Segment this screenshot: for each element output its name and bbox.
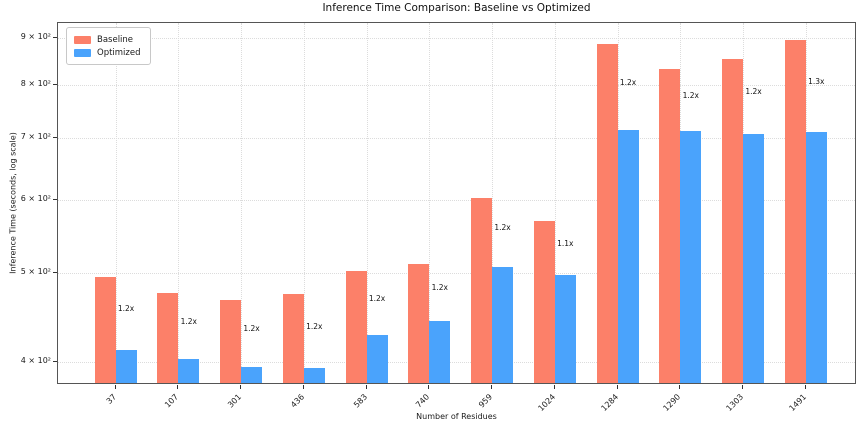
legend-label-optimized: Optimized: [97, 47, 141, 58]
gridline-vertical: [554, 23, 556, 383]
y-tick-mark: [53, 137, 57, 139]
y-tick-mark: [53, 83, 57, 85]
bar-baseline-1303: [722, 58, 743, 383]
speedup-label: 1.1x: [557, 239, 574, 249]
bar-baseline-37: [94, 277, 116, 383]
speedup-label: 1.2x: [180, 317, 197, 327]
gridline-vertical: [366, 23, 368, 383]
y-tick-label: 5 × 10²: [20, 267, 51, 277]
gridline-vertical: [492, 23, 493, 383]
speedup-label: 1.2x: [117, 304, 135, 314]
bar-optimized-436: [303, 368, 325, 383]
speedup-label: 1.2x: [306, 322, 323, 332]
legend-item-optimized: Optimized: [74, 46, 141, 59]
x-tick-mark: [428, 385, 430, 389]
bar-baseline-740: [408, 263, 430, 383]
bar-optimized-107: [178, 359, 200, 383]
bar-baseline-583: [345, 270, 367, 383]
legend-item-baseline: Baseline: [74, 33, 141, 46]
baseline-swatch-icon: [74, 35, 91, 44]
bar-optimized-301: [241, 367, 262, 383]
legend-label-baseline: Baseline: [97, 34, 134, 45]
bar-optimized-1290: [680, 131, 702, 383]
x-axis-label: Number of Residues: [416, 412, 497, 421]
x-tick-mark: [302, 385, 304, 389]
gridline-vertical: [178, 23, 180, 383]
y-tick-mark: [53, 361, 57, 363]
bar-baseline-436: [282, 294, 304, 383]
gridline-horizontal: [58, 200, 855, 202]
legend: Baseline Optimized: [66, 27, 151, 65]
bar-optimized-37: [115, 349, 137, 383]
speedup-label: 1.3x: [808, 77, 825, 87]
x-tick-mark: [804, 385, 806, 389]
bar-baseline-1491: [784, 40, 806, 383]
bar-optimized-1284: [617, 129, 639, 383]
speedup-label: 1.2x: [243, 324, 260, 334]
bar-baseline-959: [471, 198, 492, 383]
gridline-vertical: [241, 23, 242, 383]
x-tick-mark: [177, 385, 179, 389]
y-tick-label: 4 × 10²: [20, 356, 51, 366]
bar-optimized-959: [492, 266, 513, 383]
bar-optimized-1303: [743, 133, 764, 383]
gridline-horizontal: [58, 138, 855, 140]
bar-optimized-583: [366, 335, 388, 383]
chart-title: Inference Time Comparison: Baseline vs O…: [322, 2, 591, 14]
gridline-vertical: [115, 23, 117, 383]
optimized-swatch-icon: [74, 48, 91, 57]
bar-baseline-301: [220, 299, 241, 383]
x-tick-mark: [553, 385, 555, 389]
gridline-horizontal: [58, 362, 855, 364]
gridline-horizontal: [58, 37, 855, 39]
y-tick-label: 9 × 10²: [20, 31, 51, 41]
y-tick-mark: [53, 36, 57, 38]
y-tick-mark: [53, 272, 57, 274]
speedup-label: 1.2x: [682, 90, 699, 100]
y-tick-mark: [53, 199, 57, 201]
x-tick-mark: [240, 385, 241, 389]
y-tick-label: 8 × 10²: [20, 78, 51, 88]
y-tick-label: 7 × 10²: [20, 132, 51, 142]
bar-baseline-1284: [596, 44, 618, 383]
gridline-vertical: [303, 23, 305, 383]
speedup-label: 1.2x: [619, 78, 637, 88]
y-tick-label: 6 × 10²: [20, 194, 51, 204]
bar-optimized-1491: [805, 132, 827, 383]
speedup-label: 1.2x: [494, 223, 511, 233]
x-tick-mark: [616, 385, 618, 389]
x-tick-mark: [365, 385, 367, 389]
x-tick-mark: [742, 385, 743, 389]
bar-baseline-1290: [659, 68, 681, 383]
bar-optimized-740: [429, 320, 451, 383]
gridline-horizontal: [58, 273, 855, 275]
speedup-label: 1.2x: [431, 283, 448, 293]
gridline-vertical: [429, 23, 431, 383]
gridline-horizontal: [58, 84, 855, 86]
bar-baseline-1024: [533, 220, 555, 383]
bar-baseline-107: [157, 292, 179, 383]
bar-optimized-1024: [554, 275, 576, 383]
speedup-label: 1.2x: [368, 293, 386, 303]
plot-area: 1.2x 1.2x 1.2x 1.2x 1.2x 1.2x 1.2x 1.1x 1.2x 1.2x…: [57, 22, 856, 384]
x-tick-mark: [114, 385, 116, 389]
speedup-label: 1.2x: [745, 87, 762, 97]
x-tick-mark: [679, 385, 681, 389]
x-tick-mark: [491, 385, 492, 389]
